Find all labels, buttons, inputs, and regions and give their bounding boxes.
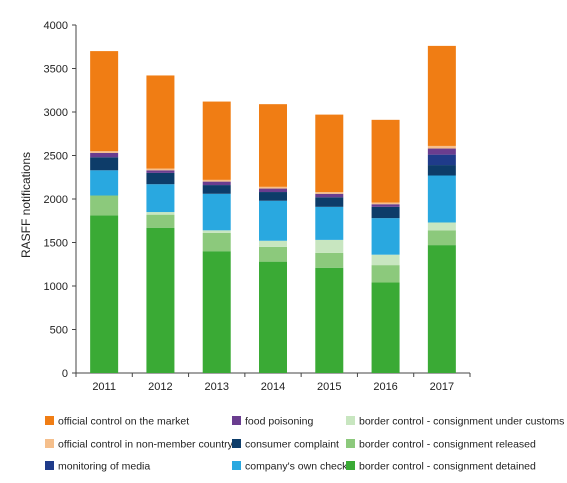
bar-segment [146, 214, 175, 228]
bar-segment [259, 246, 287, 262]
bar-segment [259, 188, 287, 193]
bar-segment [371, 254, 400, 266]
plot-area: 0 500 1000 1500 2000 2500 3000 3500 4000 2011 2012… [44, 20, 471, 393]
legend-swatch [346, 439, 355, 448]
legend-swatch [45, 439, 54, 448]
bar-segment [427, 230, 456, 246]
bar-segment [146, 212, 175, 215]
bar-segment [371, 218, 400, 255]
bar-segment [202, 251, 231, 373]
bar-segment [315, 267, 344, 373]
bar-segment [90, 51, 119, 152]
bar-segment [315, 114, 344, 193]
bar-segment [202, 230, 231, 233]
bar-segment [90, 152, 119, 158]
bar-segment [146, 184, 175, 213]
bar-segment [146, 172, 175, 185]
x-tick-label: 2011 [92, 381, 116, 393]
y-tick-label: 0 [62, 368, 68, 380]
y-tick-label: 4000 [44, 20, 68, 32]
legend-label: official control on the market [58, 416, 189, 428]
bar-segment [315, 192, 344, 194]
legend-label: food poisoning [245, 416, 313, 428]
legend-swatch [346, 461, 355, 470]
legend-swatch [346, 416, 355, 425]
bar-segment [259, 240, 287, 247]
y-axis-title-group: RASFF notifications [19, 152, 33, 258]
legend-label: border control - consignment under custo… [359, 416, 564, 428]
bar-segment [90, 157, 119, 171]
bar-segment [202, 181, 231, 186]
y-tick-label: 500 [50, 325, 68, 337]
y-tick-label: 3500 [44, 64, 68, 76]
y-tick-label: 2500 [44, 151, 68, 163]
legend: official control on the market food poiso… [45, 416, 564, 473]
legend-label: official control in non-member country [58, 439, 234, 451]
bar-segment [202, 179, 231, 182]
bar-segment [427, 145, 456, 149]
legend-label: border control - consignment released [359, 439, 536, 451]
bar-segment [427, 245, 456, 373]
bar-segment [146, 170, 175, 173]
bar-segment [259, 104, 287, 187]
legend-label: company's own check [245, 461, 348, 473]
x-tick-label: 2016 [373, 381, 397, 393]
bar-segment [90, 170, 119, 196]
legend-label: border control - consignment detained [359, 461, 536, 473]
y-axis-title: RASFF notifications [19, 152, 33, 258]
bar-segment [315, 193, 344, 198]
bar-segment [90, 215, 119, 373]
bar-segment [146, 168, 175, 171]
bar-segment [202, 232, 231, 252]
bar-segment [427, 45, 456, 146]
bar-segment [315, 206, 344, 240]
bar-segment [146, 75, 175, 169]
bar-segment [315, 197, 344, 207]
bar-segment [259, 192, 287, 201]
bar-segment [427, 222, 456, 231]
bar-segment [371, 202, 400, 205]
bar-segment [202, 193, 231, 231]
y-tick-label: 3000 [44, 107, 68, 119]
legend-label: monitoring of media [58, 461, 150, 473]
y-tick-label: 1000 [44, 281, 68, 293]
legend-swatch [45, 416, 54, 425]
bar-segment [315, 252, 344, 268]
x-tick-label: 2015 [317, 381, 341, 393]
bar-segment [90, 151, 119, 153]
bar-segment [146, 227, 175, 373]
bar-segment [202, 101, 231, 180]
legend-swatch [232, 416, 241, 425]
y-tick-label: 1500 [44, 238, 68, 250]
bar-segment [371, 204, 400, 207]
bar-segment [427, 148, 456, 155]
bar-segment [90, 195, 119, 216]
x-tick-label: 2014 [261, 381, 285, 393]
legend-swatch [232, 439, 241, 448]
bar-segment [259, 186, 287, 189]
bar-segment [371, 265, 400, 283]
legend-swatch [232, 461, 241, 470]
bar-segment [371, 282, 400, 373]
legend-swatch [45, 461, 54, 470]
bar-segment [427, 175, 456, 223]
bar-segment [259, 200, 287, 241]
bar-segment [371, 206, 400, 219]
bar-segment [259, 261, 287, 373]
x-tick-label: 2017 [430, 381, 454, 393]
bar-segment [427, 165, 456, 176]
y-tick-label: 2000 [44, 194, 68, 206]
bar-segment [427, 154, 456, 166]
bar-segment [315, 239, 344, 253]
legend-label: consumer complaint [245, 439, 339, 451]
bar-segment [371, 119, 400, 203]
bar-segment [202, 185, 231, 194]
x-tick-label: 2013 [204, 381, 228, 393]
x-tick-label: 2012 [148, 381, 172, 393]
